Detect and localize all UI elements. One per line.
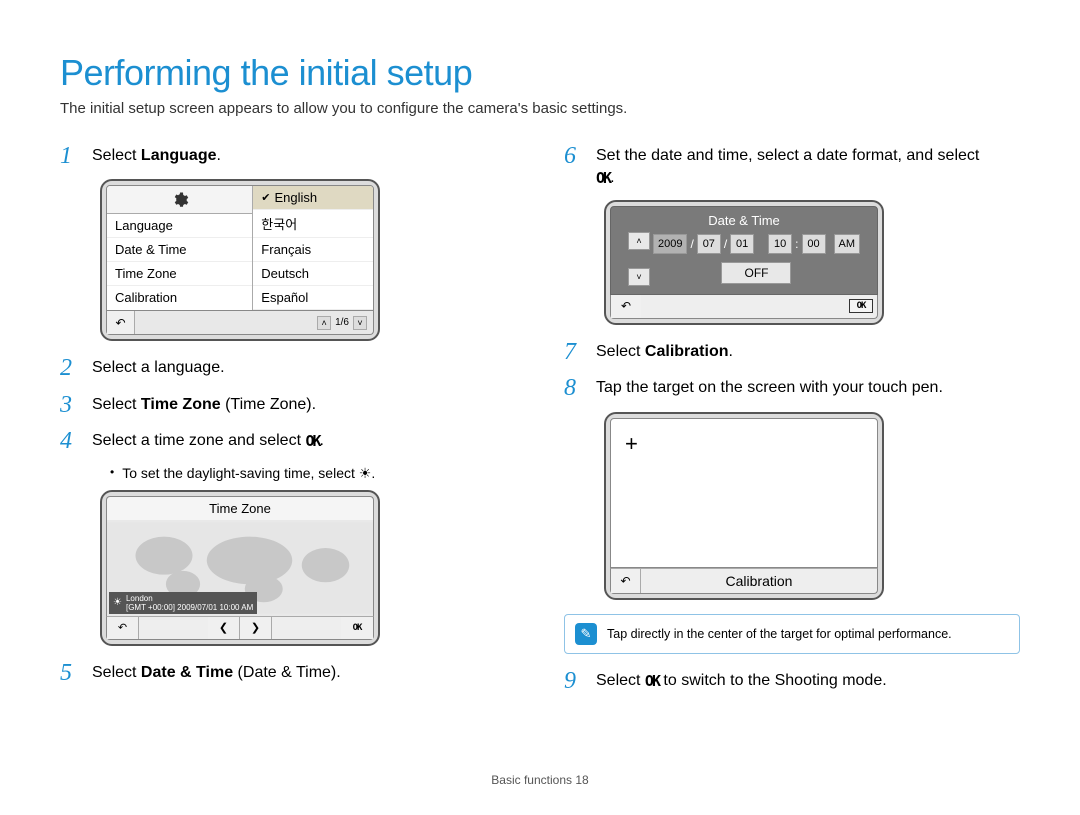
next-button[interactable]: ❯ — [240, 617, 272, 639]
down-arrow-button[interactable]: ˅ — [628, 268, 650, 286]
back-button[interactable]: ↶ — [611, 295, 641, 318]
ok-button[interactable]: OK — [341, 617, 373, 639]
tz-city: London — [126, 594, 253, 603]
step-1: 1 Select Language. — [60, 143, 516, 169]
step-text: Select — [92, 147, 141, 164]
lang-german[interactable]: Deutsch — [253, 262, 373, 286]
page-up-icon[interactable]: ˄ — [317, 316, 331, 330]
note-text: Tap directly in the center of the target… — [607, 627, 952, 641]
calibration-screen: + ↶ Calibration — [604, 412, 884, 600]
intro-text: The initial setup screen appears to allo… — [60, 100, 1020, 117]
step-number: 7 — [564, 339, 588, 365]
menu-language[interactable]: Language — [107, 214, 252, 238]
step-number: 9 — [564, 668, 588, 694]
ok-icon: OK — [305, 431, 319, 452]
gear-icon — [107, 186, 252, 214]
step-number: 1 — [60, 143, 84, 169]
calibration-label: Calibration — [641, 573, 877, 589]
step-6: 6 Set the date and time, select a date f… — [564, 143, 1020, 190]
language-screen: Language Date & Time Time Zone Calibrati… — [100, 179, 380, 341]
ampm-field[interactable]: AM — [834, 234, 861, 254]
step-bold: Language — [141, 147, 217, 164]
timezone-screen: Time Zone ☀ — [100, 490, 380, 646]
step-2: 2 Select a language. — [60, 355, 516, 381]
lang-spanish[interactable]: Español — [253, 286, 373, 310]
back-button[interactable]: ↶ — [107, 311, 135, 334]
month-field[interactable]: 07 — [697, 234, 721, 254]
menu-date-time[interactable]: Date & Time — [107, 238, 252, 262]
dt-title: Date & Time — [615, 213, 873, 228]
tz-map[interactable]: ☀ London [GMT +00:00] 2009/07/01 10:00 A… — [106, 520, 374, 616]
step-4-sub: • To set the daylight-saving time, selec… — [110, 465, 516, 482]
step-number: 3 — [60, 392, 84, 418]
prev-button[interactable]: ❮ — [208, 617, 240, 639]
step-4: 4 Select a time zone and select OK. — [60, 428, 516, 454]
menu-time-zone[interactable]: Time Zone — [107, 262, 252, 286]
calibration-target-icon[interactable]: + — [625, 431, 638, 457]
step-text: Tap the target on the screen with your t… — [596, 375, 1020, 399]
step-9: 9 Select OK to switch to the Shooting mo… — [564, 668, 1020, 694]
year-field[interactable]: 2009 — [653, 234, 687, 254]
tz-title: Time Zone — [106, 496, 374, 520]
datetime-screen: Date & Time ˄ ˅ 2009 / 07 / — [604, 200, 884, 325]
calibration-area[interactable]: + — [610, 418, 878, 568]
ok-button[interactable]: OK — [849, 299, 873, 313]
lang-korean[interactable]: 한국어 — [253, 210, 373, 238]
step-number: 5 — [60, 660, 84, 686]
dst-off-button[interactable]: OFF — [721, 262, 791, 284]
step-number: 8 — [564, 375, 588, 401]
up-arrow-button[interactable]: ˄ — [628, 232, 650, 250]
menu-calibration[interactable]: Calibration — [107, 286, 252, 309]
minute-field[interactable]: 00 — [802, 234, 826, 254]
back-button[interactable]: ↶ — [611, 569, 641, 593]
sun-icon: ☀ — [113, 597, 122, 608]
tz-meta: [GMT +00:00] 2009/07/01 10:00 AM — [126, 603, 253, 612]
lang-french[interactable]: Français — [253, 238, 373, 262]
check-icon: ✔ — [261, 191, 270, 204]
step-8: 8 Tap the target on the screen with your… — [564, 375, 1020, 401]
step-3: 3 Select Time Zone (Time Zone). — [60, 392, 516, 418]
note-box: ✎ Tap directly in the center of the targ… — [564, 614, 1020, 654]
hour-field[interactable]: 10 — [768, 234, 792, 254]
ok-icon: OK — [596, 168, 610, 189]
step-5: 5 Select Date & Time (Date & Time). — [60, 660, 516, 686]
step-number: 6 — [564, 143, 588, 169]
page-footer: Basic functions 18 — [0, 773, 1080, 787]
page-title: Performing the initial setup — [60, 52, 1020, 94]
note-icon: ✎ — [575, 623, 597, 645]
day-field[interactable]: 01 — [730, 234, 754, 254]
pager-text: 1/6 — [335, 317, 349, 328]
page-down-icon[interactable]: ˅ — [353, 316, 367, 330]
sun-icon: ☀ — [359, 465, 372, 481]
step-number: 2 — [60, 355, 84, 381]
step-number: 4 — [60, 428, 84, 454]
step-text: Select a language. — [92, 355, 516, 379]
lang-english[interactable]: ✔English — [253, 186, 373, 210]
ok-icon: OK — [645, 671, 659, 692]
back-button[interactable]: ↶ — [107, 617, 139, 639]
step-7: 7 Select Calibration. — [564, 339, 1020, 365]
